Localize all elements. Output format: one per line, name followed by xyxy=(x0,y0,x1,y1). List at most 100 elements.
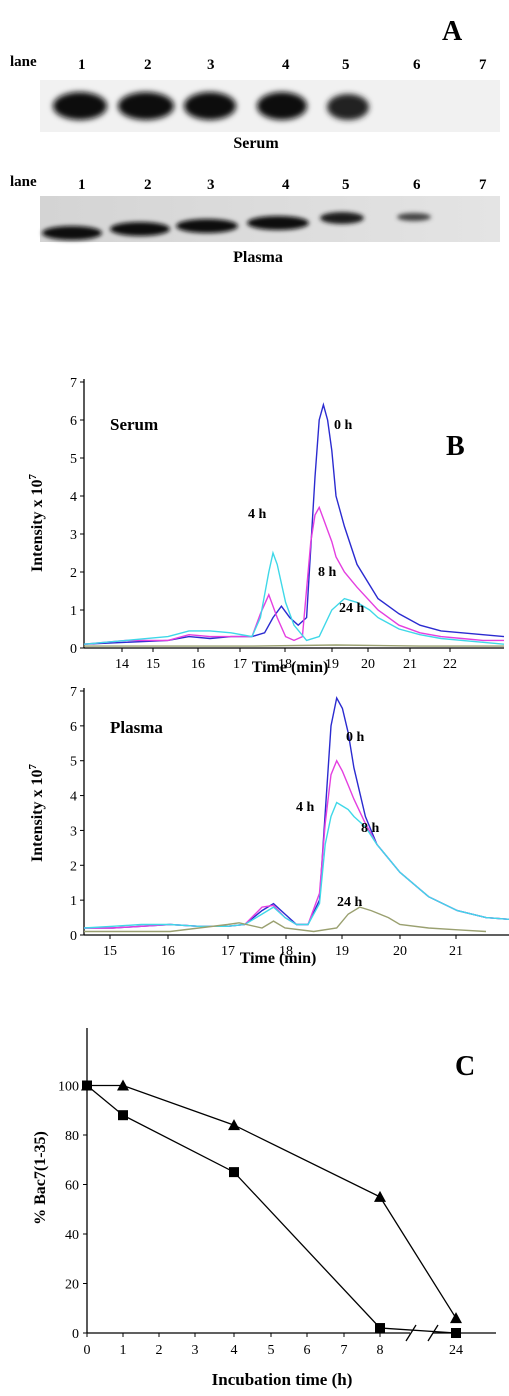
serum-x-tick-label-5: 19 xyxy=(325,657,339,672)
serum-y-axis-label: Intensity x 107 xyxy=(27,474,46,572)
plasma-lane-6: 6 xyxy=(413,177,421,193)
plasma-lane-5: 5 xyxy=(342,177,350,193)
plasma-x-tick-label-0: 15 xyxy=(103,944,117,959)
plasma-lane-numbers: 1 2 3 4 5 6 7 xyxy=(78,177,487,193)
serum-band-5 xyxy=(327,94,369,120)
panel-b-letter: B xyxy=(446,431,465,462)
c-y-tick-label-1: 20 xyxy=(65,1278,79,1293)
serum-band-3 xyxy=(184,92,236,120)
plasma-y-tick-label-3: 3 xyxy=(70,824,77,839)
plasma-lines xyxy=(83,695,509,933)
plasma-line-labels: 0 h 4 h 8 h 24 h xyxy=(296,730,380,910)
plasma-x-tick-label-3: 18 xyxy=(279,944,293,959)
chart-c: C % Bac7(1-35) 0 20 40 60 80 100 0 1 2 3 4 5 6 7 8 24 I… xyxy=(32,1028,496,1389)
serum-x-tick-label-4: 18 xyxy=(278,657,292,672)
c-x-tick-label-0: 0 xyxy=(84,1343,91,1358)
serum-x-tick-label-7: 21 xyxy=(403,657,417,672)
plasma-label-8h: 8 h xyxy=(361,821,380,836)
c-square-marker-0 xyxy=(82,1080,92,1091)
c-y-tick-label-3: 60 xyxy=(65,1179,79,1194)
plasma-y-tick-label-7: 7 xyxy=(70,685,77,700)
plasma-x-tick-label-2: 17 xyxy=(221,944,235,959)
serum-y-tick-label-0: 0 xyxy=(70,642,77,657)
plasma-y-tick-label-6: 6 xyxy=(70,720,77,735)
serum-lane-3: 3 xyxy=(207,57,215,73)
plasma-axes: 0 1 2 3 4 5 6 7 15 16 17 18 19 20 21 xyxy=(70,685,509,959)
c-axis-break-2 xyxy=(427,1324,439,1342)
c-x-tick-label-8: 8 xyxy=(377,1343,384,1358)
c-x-tick-label-5: 5 xyxy=(268,1343,275,1358)
serum-y-label-text: Intensity x 10 xyxy=(29,480,46,572)
serum-band-1 xyxy=(53,92,107,120)
plasma-lane-7: 7 xyxy=(479,177,487,193)
c-triangle-marker-3 xyxy=(374,1190,386,1202)
c-series-triangle-line xyxy=(87,1084,457,1319)
serum-lane-6: 6 xyxy=(413,57,421,73)
plasma-gel-label: Plasma xyxy=(233,249,283,266)
c-x-tick-label-9: 24 xyxy=(449,1343,463,1358)
plasma-series-24h xyxy=(84,906,487,933)
c-axis-break-1 xyxy=(405,1324,417,1342)
plasma-y-label-exp: 7 xyxy=(27,764,39,770)
panel-c-letter: C xyxy=(455,1051,475,1082)
plasma-x-tick-label-4: 19 xyxy=(335,944,349,959)
plasma-bands xyxy=(42,212,431,240)
serum-lane-4: 4 xyxy=(282,57,290,73)
plasma-x-axis-label: Time (min) xyxy=(240,950,317,967)
serum-label-4h: 4 h xyxy=(248,507,267,522)
serum-label-24h: 24 h xyxy=(339,601,365,616)
c-y-tick-label-5: 100 xyxy=(58,1080,79,1095)
c-x-tick-label-3: 3 xyxy=(192,1343,199,1358)
plasma-series-4h xyxy=(84,759,509,929)
serum-y-tick-label-1: 1 xyxy=(70,604,77,619)
serum-line-labels: 0 h 4 h 8 h 24 h xyxy=(248,418,365,616)
plasma-y-label-text: Intensity x 10 xyxy=(29,770,46,862)
c-y-tick-label-4: 80 xyxy=(65,1129,79,1144)
plasma-series-8h xyxy=(83,801,509,929)
c-square-marker-2 xyxy=(229,1167,239,1178)
serum-y-tick-label-7: 7 xyxy=(70,376,77,391)
plasma-band-1 xyxy=(42,226,102,240)
serum-y-tick-label-6: 6 xyxy=(70,414,77,429)
plasma-label-4h: 4 h xyxy=(296,800,315,815)
serum-y-tick-label-2: 2 xyxy=(70,566,77,581)
panel-a: A lane 1 2 3 4 5 6 7 Serum lane 1 2 3 4 … xyxy=(10,16,500,266)
plasma-x-tick-label-5: 20 xyxy=(393,944,407,959)
plasma-inset-label: Plasma xyxy=(110,718,163,737)
serum-series-24h xyxy=(84,644,504,647)
plasma-band-3 xyxy=(176,219,238,233)
c-series xyxy=(81,1079,462,1338)
serum-lane-5: 5 xyxy=(342,57,350,73)
serum-axes: 0 1 2 3 4 5 6 7 14 15 16 17 18 19 20 21 22 xyxy=(70,376,504,672)
plasma-y-tick-label-0: 0 xyxy=(70,929,77,944)
serum-band-4 xyxy=(257,92,307,120)
plasma-y-tick-label-4: 4 xyxy=(70,790,77,805)
serum-series-8h xyxy=(83,550,505,645)
serum-x-tick-label-0: 14 xyxy=(115,657,129,672)
c-triangle-marker-4 xyxy=(450,1312,462,1324)
serum-inset-label: Serum xyxy=(110,415,158,434)
c-square-marker-1 xyxy=(118,1110,128,1121)
c-triangle-marker-1 xyxy=(117,1079,129,1091)
serum-x-tick-label-8: 22 xyxy=(443,657,457,672)
plasma-lane-3: 3 xyxy=(207,177,215,193)
serum-label-8h: 8 h xyxy=(318,565,337,580)
serum-x-axis-label: Time (min) xyxy=(252,659,329,676)
c-x-tick-label-4: 4 xyxy=(231,1343,238,1358)
c-x-tick-label-2: 2 xyxy=(156,1343,163,1358)
c-square-marker-3 xyxy=(375,1323,385,1334)
c-y-tick-label-2: 40 xyxy=(65,1228,79,1243)
serum-y-tick-label-4: 4 xyxy=(70,490,77,505)
plasma-y-axis-label: Intensity x 107 xyxy=(27,764,46,862)
plasma-band-5 xyxy=(320,212,364,224)
serum-x-tick-label-3: 17 xyxy=(233,657,247,672)
c-y-axis-label: % Bac7(1-35) xyxy=(32,1131,49,1225)
c-series-square-line xyxy=(86,1084,457,1334)
c-axes: 0 20 40 60 80 100 0 1 2 3 4 5 6 7 8 24 xyxy=(58,1028,496,1358)
serum-y-tick-label-5: 5 xyxy=(70,452,77,467)
plasma-band-6 xyxy=(397,213,431,221)
serum-lane-1: 1 xyxy=(78,57,86,73)
